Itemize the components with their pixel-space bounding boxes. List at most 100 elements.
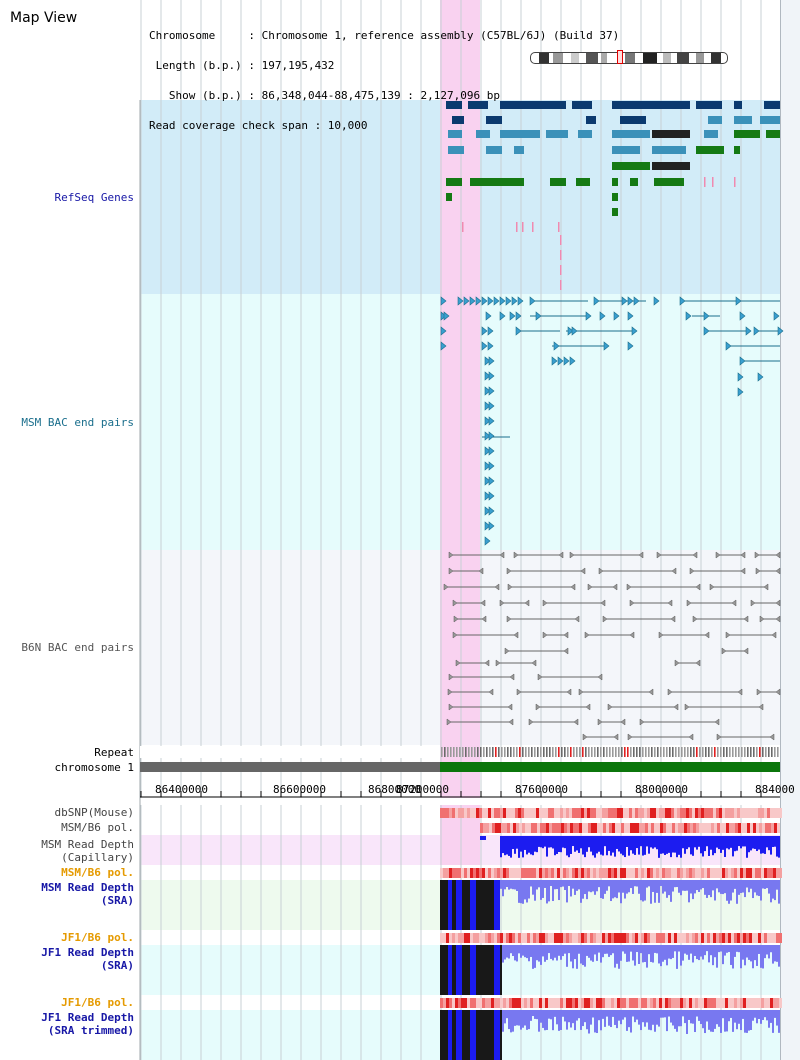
jf1-trim-depth-bar xyxy=(632,1010,634,1017)
jf1-pol-density xyxy=(653,998,656,1008)
msm-pol-density xyxy=(564,823,567,833)
jf1-pol-density xyxy=(764,998,767,1008)
jf1-pol-density xyxy=(476,933,479,943)
repeat-element xyxy=(495,747,497,757)
b6n-bac-end xyxy=(769,733,775,741)
msm-bac-end xyxy=(484,431,491,441)
refseq-gene xyxy=(652,146,686,154)
jf1-pol-density xyxy=(608,998,611,1008)
jf1-pol-density xyxy=(737,933,740,943)
track-label-jf1-depth-trim[interactable]: JF1 Read Depth (SRA trimmed) xyxy=(41,1011,134,1037)
msm-bac-end xyxy=(499,311,506,321)
jf1-pol-density xyxy=(695,998,698,1008)
msm-sra-depth-bar xyxy=(598,880,600,888)
dbsnp-density xyxy=(443,808,446,818)
chromosome-ideogram[interactable] xyxy=(530,52,728,64)
dbsnp-density xyxy=(701,808,704,818)
jf1-pol-density xyxy=(731,933,734,943)
track-label-b6n-bac[interactable]: B6N BAC end pairs xyxy=(21,641,134,654)
jf1-sra-depth-bar xyxy=(568,945,570,954)
jf1-pol-density xyxy=(665,933,668,943)
refseq-gene xyxy=(612,146,640,154)
msm-sra-depth-bar xyxy=(742,880,744,893)
b6n-bac-end xyxy=(667,599,673,607)
dbsnp-density xyxy=(683,808,686,818)
msm-pol-density xyxy=(693,823,696,833)
jf1-pol-density xyxy=(518,998,521,1008)
refseq-gene xyxy=(486,116,502,124)
track-label-msm-pol-2[interactable]: MSM/B6 pol. xyxy=(61,866,134,879)
ideogram-position-marker[interactable] xyxy=(617,50,623,64)
repeat-element xyxy=(705,747,707,757)
msm-pol-density xyxy=(699,823,702,833)
msm-pol-density xyxy=(716,868,719,878)
dbsnp-density xyxy=(482,808,485,818)
b6n-bac-end xyxy=(716,733,722,741)
jf1-trim-depth-bar xyxy=(548,1010,550,1019)
track-label-jf1-depth-sra[interactable]: JF1 Read Depth (SRA) xyxy=(41,946,134,972)
track-label-msm-pol-1[interactable]: MSM/B6 pol. xyxy=(61,821,134,834)
track-label-chromosome[interactable]: chromosome 1 xyxy=(54,761,134,774)
jf1-pol-density xyxy=(590,933,593,943)
jf1-pol-density xyxy=(743,933,746,943)
msm-pol-density xyxy=(540,823,543,833)
msm-pol-density xyxy=(489,823,492,833)
jf1-sra-depth-bar xyxy=(548,945,550,954)
b6n-bac-end xyxy=(516,688,522,696)
msm-sra-depth-bar xyxy=(520,880,522,904)
jf1-trim-depth-bar xyxy=(638,1010,640,1025)
jf1-pol-density xyxy=(683,998,686,1008)
track-label-repeat[interactable]: Repeat xyxy=(94,746,134,759)
jf1-pol-density xyxy=(563,998,566,1008)
dbsnp-density xyxy=(560,808,563,818)
jf1-pol-density xyxy=(728,998,731,1008)
jf1-sra-depth-bar xyxy=(528,945,530,962)
jf1-sra-depth-bar xyxy=(758,945,760,954)
dbsnp-density xyxy=(770,808,773,818)
msm-bac-end xyxy=(621,296,628,306)
track-label-jf1-pol-2[interactable]: JF1/B6 pol. xyxy=(61,996,134,1009)
msm-pol-density xyxy=(707,868,710,878)
jf1-trim-depth-bar xyxy=(708,1010,710,1030)
jf1-sra-depth-bar xyxy=(762,945,764,969)
repeat-element xyxy=(528,747,530,757)
track-label-msm-depth-cap[interactable]: MSM Read Depth (Capillary) xyxy=(41,838,134,864)
repeat-element xyxy=(477,747,479,757)
msm-cap-depth-bar xyxy=(570,836,572,854)
jf1-pol-density xyxy=(536,933,539,943)
track-label-refseq[interactable]: RefSeq Genes xyxy=(54,191,134,204)
jf1-trim-depth-bar xyxy=(448,1010,452,1060)
jf1-trim-depth-bar xyxy=(724,1010,726,1032)
msm-bac-end xyxy=(484,371,491,381)
jf1-sra-depth-bar xyxy=(678,945,680,952)
track-label-msm-bac[interactable]: MSM BAC end pairs xyxy=(21,416,134,429)
track-label-msm-depth-sra[interactable]: MSM Read Depth (SRA) xyxy=(41,881,134,907)
right-scroll-strip[interactable] xyxy=(780,0,800,1060)
refseq-gene-minor xyxy=(560,235,562,245)
jf1-pol-density xyxy=(563,933,566,943)
b6n-bac-end xyxy=(563,631,569,639)
track-label-dbsnp[interactable]: dbSNP(Mouse) xyxy=(54,806,134,819)
repeat-element xyxy=(684,747,686,757)
jf1-trim-depth-bar xyxy=(574,1010,576,1031)
jf1-pol-density xyxy=(707,998,710,1008)
msm-cap-depth-bar xyxy=(540,836,542,848)
jf1-pol-density xyxy=(566,933,569,943)
msm-cap-depth-bar xyxy=(670,836,672,858)
track-label-jf1-pol-1[interactable]: JF1/B6 pol. xyxy=(61,931,134,944)
msm-pol-density xyxy=(480,823,483,833)
jf1-sra-depth-bar xyxy=(738,945,740,953)
b6n-bac-end xyxy=(692,551,698,559)
jf1-trim-depth-bar xyxy=(750,1010,752,1030)
dbsnp-density xyxy=(581,808,584,818)
refseq-gene-minor xyxy=(560,250,562,260)
msm-cap-depth-bar xyxy=(640,836,642,847)
jf1-trim-depth-bar xyxy=(610,1010,612,1028)
jf1-sra-depth-bar xyxy=(778,945,780,967)
b6n-bac-end xyxy=(695,583,701,591)
msm-cap-depth-bar xyxy=(720,836,722,853)
jf1-pol-density xyxy=(575,933,578,943)
msm-pol-density xyxy=(476,868,479,878)
b6n-bac-end xyxy=(513,551,519,559)
